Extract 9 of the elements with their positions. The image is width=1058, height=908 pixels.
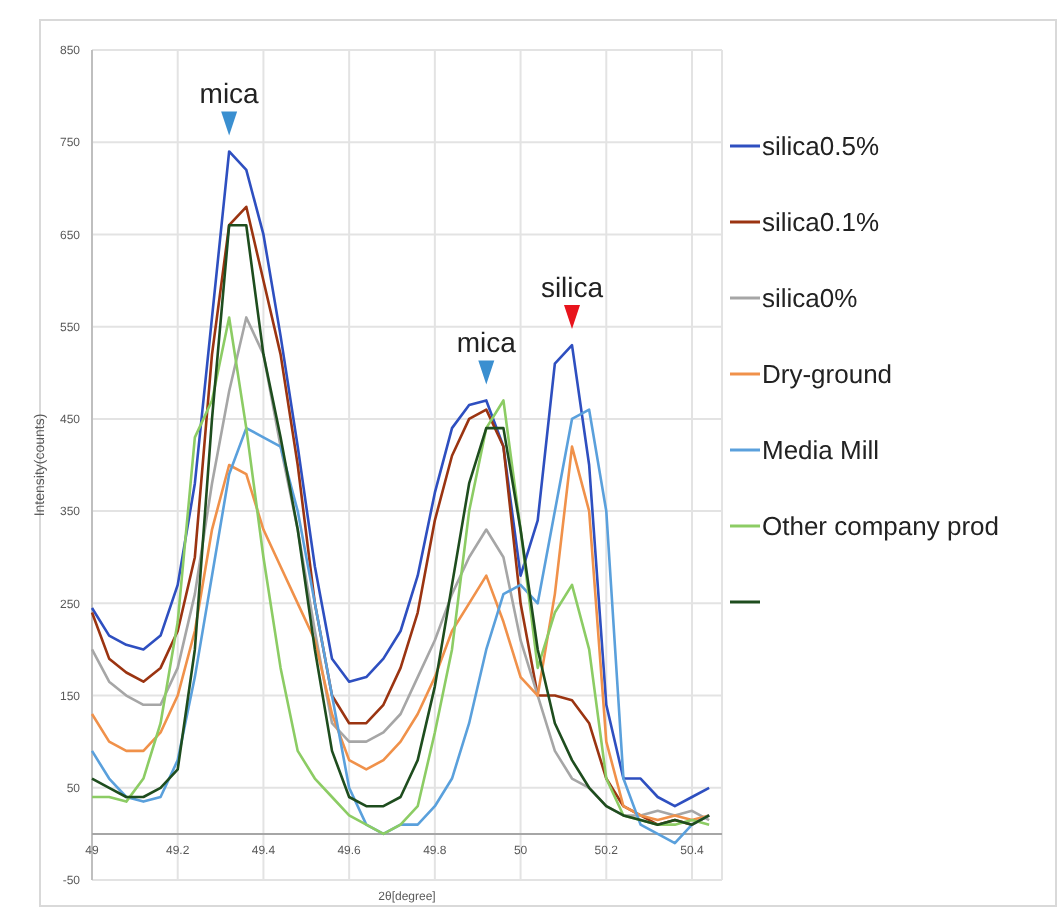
legend-label: silica0% [762, 283, 859, 314]
annotation: mica [199, 77, 260, 110]
legend-label: silica0.5% [762, 131, 880, 162]
legend-label: silica0.1% [762, 207, 880, 238]
legend-label: Media Mill [762, 435, 880, 466]
annotation: silica [540, 271, 604, 304]
legend-label: Other company prod [762, 511, 1000, 542]
legend-label: Dry-ground [762, 359, 893, 390]
annotation: mica [456, 326, 517, 359]
